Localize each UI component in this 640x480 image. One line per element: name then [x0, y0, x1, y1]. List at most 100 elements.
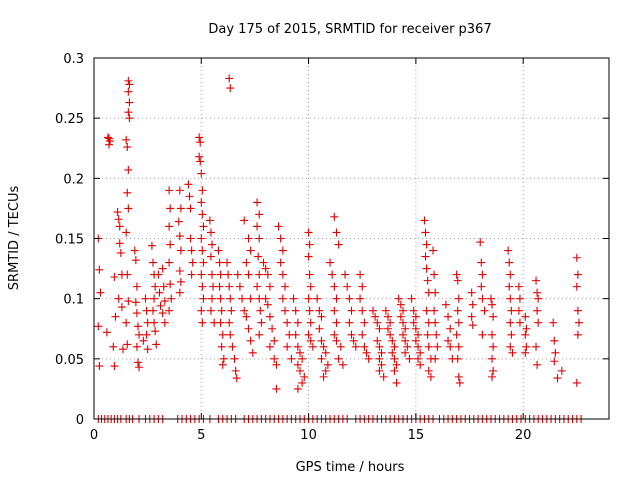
data-point	[429, 246, 438, 255]
data-point	[122, 228, 131, 237]
data-point	[347, 306, 356, 315]
data-point	[216, 270, 225, 279]
data-point	[533, 288, 542, 297]
data-point	[123, 188, 132, 197]
data-point	[135, 330, 144, 339]
data-point	[265, 342, 274, 351]
data-point	[113, 208, 122, 217]
data-point	[414, 330, 423, 339]
data-point	[259, 258, 268, 267]
data-point	[291, 330, 300, 339]
data-point	[505, 282, 514, 291]
data-point	[423, 276, 432, 285]
data-point	[287, 354, 296, 363]
data-point	[409, 306, 418, 315]
data-point	[424, 366, 433, 375]
data-point	[261, 264, 270, 273]
data-point	[270, 354, 279, 363]
data-point	[489, 312, 498, 321]
data-point	[573, 270, 582, 279]
data-point	[332, 318, 341, 327]
data-point	[386, 318, 395, 327]
data-point	[399, 318, 407, 327]
data-point	[377, 360, 386, 369]
data-point	[165, 222, 174, 231]
data-point	[572, 282, 581, 291]
y-tick-label: 0.15	[55, 233, 84, 248]
data-point	[549, 318, 558, 327]
data-point	[176, 204, 185, 213]
data-point	[244, 270, 253, 279]
data-point	[573, 330, 582, 339]
data-point	[360, 342, 369, 351]
x-tick-label: 15	[408, 428, 425, 443]
data-point	[421, 228, 430, 237]
data-point	[454, 372, 463, 381]
data-point	[216, 294, 225, 303]
data-point	[215, 282, 224, 291]
data-point	[360, 318, 369, 327]
data-point	[305, 270, 314, 279]
data-point	[534, 294, 543, 303]
data-point	[328, 270, 337, 279]
data-point	[289, 294, 298, 303]
data-point	[208, 270, 217, 279]
data-point	[94, 322, 103, 331]
data-point	[390, 342, 399, 351]
data-point	[122, 135, 131, 144]
data-point	[246, 246, 255, 255]
data-point	[477, 282, 486, 291]
data-point	[103, 133, 112, 142]
data-point	[431, 318, 440, 327]
data-point	[401, 324, 410, 333]
data-point	[506, 342, 515, 351]
data-point	[114, 215, 123, 224]
data-point	[199, 294, 208, 303]
data-point	[125, 98, 134, 107]
data-point	[371, 312, 380, 321]
data-point	[149, 258, 158, 267]
data-point	[533, 306, 542, 315]
data-point	[572, 378, 581, 387]
data-point	[187, 246, 196, 255]
data-point	[423, 330, 432, 339]
data-point	[521, 330, 530, 339]
data-point	[255, 330, 264, 339]
data-point	[296, 366, 304, 375]
data-point	[399, 306, 407, 315]
data-point	[244, 324, 253, 333]
data-point	[321, 366, 330, 375]
data-point	[356, 294, 365, 303]
data-point	[388, 336, 397, 345]
data-point	[151, 327, 160, 336]
data-point	[319, 372, 328, 381]
data-point	[197, 270, 206, 279]
data-point	[468, 300, 477, 309]
data-point	[253, 198, 262, 207]
data-point	[197, 234, 206, 243]
data-point	[274, 222, 283, 231]
data-point	[132, 282, 141, 291]
data-point	[208, 294, 217, 303]
data-point	[321, 348, 330, 357]
data-point	[118, 345, 127, 354]
data-point	[265, 282, 274, 291]
data-point	[156, 301, 165, 310]
data-point	[206, 306, 215, 315]
data-point	[116, 248, 125, 257]
data-point	[235, 282, 244, 291]
data-point	[334, 354, 343, 363]
data-point	[186, 234, 195, 243]
data-point	[356, 270, 365, 279]
data-point	[317, 336, 326, 345]
data-point	[135, 363, 144, 372]
x-tick-label: 0	[90, 428, 98, 443]
data-point	[175, 288, 184, 297]
data-point	[228, 342, 237, 351]
data-point	[165, 306, 174, 315]
data-point	[242, 312, 251, 321]
data-point	[368, 306, 377, 315]
data-point	[219, 354, 228, 363]
data-point	[330, 306, 339, 315]
data-point	[420, 216, 429, 225]
